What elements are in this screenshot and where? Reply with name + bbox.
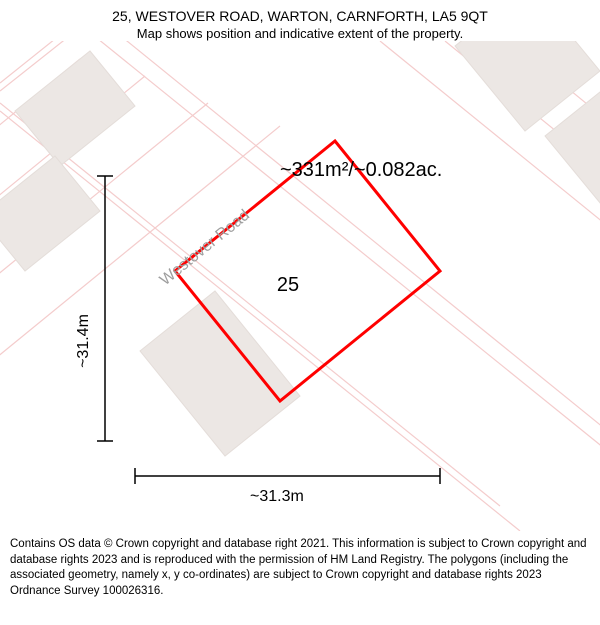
- height-dimension-label: ~31.4m: [75, 314, 92, 368]
- page-subtitle: Map shows position and indicative extent…: [0, 26, 600, 41]
- map-diagram: ~331m²/~0.082ac.25Westover Road~31.3m~31…: [0, 41, 600, 531]
- page-title: 25, WESTOVER ROAD, WARTON, CARNFORTH, LA…: [0, 8, 600, 24]
- area-label: ~331m²/~0.082ac.: [280, 159, 442, 181]
- house-number-label: 25: [277, 274, 299, 296]
- header: 25, WESTOVER ROAD, WARTON, CARNFORTH, LA…: [0, 0, 600, 41]
- copyright-footer: Contains OS data © Crown copyright and d…: [0, 531, 600, 609]
- width-dimension-label: ~31.3m: [250, 488, 304, 505]
